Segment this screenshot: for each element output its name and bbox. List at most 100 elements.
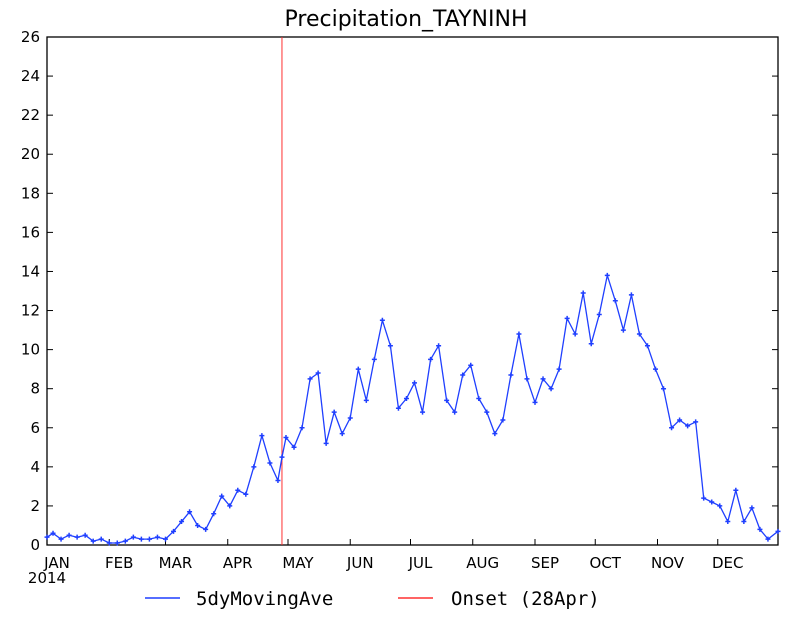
data-point-marker [596,311,602,317]
data-point-marker [347,415,353,421]
data-point-marker [58,536,64,542]
data-point-marker [171,528,177,534]
data-point-marker [701,495,707,501]
data-point-marker [556,366,562,372]
series-5dymovingave [44,272,781,546]
data-point-marker [331,409,337,415]
data-point-marker [636,331,642,337]
data-point-marker [612,298,618,304]
data-point-marker [460,372,466,378]
data-point-marker [227,503,233,509]
x-tick-label: NOV [651,554,685,572]
data-point-marker [291,444,297,450]
data-point-marker [154,534,160,540]
data-point-marker [644,343,650,349]
data-point-marker [733,487,739,493]
y-tick-label: 0 [30,536,40,554]
data-point-marker [403,395,409,401]
data-point-marker [580,290,586,296]
y-tick-label: 4 [30,458,40,476]
data-point-marker [283,435,289,441]
data-point-marker [203,526,209,532]
data-point-marker [363,397,369,403]
x-tick-label: AUG [466,554,499,572]
data-point-marker [315,370,321,376]
y-tick-label: 20 [21,145,40,163]
data-point-marker [540,376,546,382]
data-point-marker [661,386,667,392]
data-point-marker [82,532,88,538]
data-point-marker [652,366,658,372]
y-tick-label: 12 [21,302,40,320]
data-point-marker [604,272,610,278]
data-point-marker [387,343,393,349]
data-point-marker [98,536,104,542]
data-point-marker [323,440,329,446]
y-tick-label: 14 [21,262,40,280]
data-point-marker [279,454,285,460]
data-point-marker [243,491,249,497]
data-point-marker [709,499,715,505]
data-point-marker [179,519,185,525]
data-point-marker [307,376,313,382]
data-point-marker [195,522,201,528]
x-tick-label: FEB [105,554,133,572]
data-point-marker [74,534,80,540]
x-tick-label: JUL [408,554,433,572]
data-point-marker [66,532,72,538]
y-tick-label: 26 [21,28,40,46]
data-point-marker [717,503,723,509]
x-tick-label: MAY [282,554,314,572]
plot-frame [46,36,779,546]
data-point-marker [741,519,747,525]
data-point-marker [476,395,482,401]
y-tick-label: 18 [21,184,40,202]
data-point-marker [219,493,225,499]
data-point-marker [492,431,498,437]
data-point-marker [468,362,474,368]
x-tick-label: JAN [43,554,70,572]
data-point-marker [669,425,675,431]
data-point-marker [452,409,458,415]
data-point-marker [371,356,377,362]
data-point-marker [524,376,530,382]
data-point-marker [685,423,691,429]
y-tick-label: 6 [30,419,40,437]
legend-label-onset: Onset (28Apr) [451,588,600,610]
data-point-marker [693,419,699,425]
x-tick-label: MAR [159,554,193,572]
y-tick-label: 2 [30,497,40,515]
data-point-marker [299,425,305,431]
data-point-marker [532,399,538,405]
data-point-marker [572,331,578,337]
data-point-marker [516,331,522,337]
x-tick-label: JUN [346,554,374,572]
data-point-marker [211,511,217,517]
data-point-marker [677,417,683,423]
data-point-marker [757,526,763,532]
x-axis: JAN FEB MAR APR MAY JUN JUL AUG SEP OCT NOV DEC [43,539,744,572]
data-point-marker [412,380,418,386]
data-point-marker [267,460,273,466]
data-point-marker [122,538,128,544]
data-point-marker [500,417,506,423]
data-point-marker [588,341,594,347]
data-point-marker [725,519,731,525]
year-label: 2014 [28,569,66,587]
data-point-marker [251,464,257,470]
data-point-marker [395,405,401,411]
data-point-marker [339,431,345,437]
data-point-marker [50,530,56,536]
data-point-marker [146,536,152,542]
data-point-marker [564,315,570,321]
x-tick-label: DEC [712,554,744,572]
x-tick-label: APR [223,554,253,572]
data-point-marker [90,538,96,544]
data-point-marker [444,397,450,403]
data-point-marker [765,536,771,542]
data-point-marker [436,343,442,349]
data-point-marker [259,433,265,439]
y-tick-label: 8 [30,380,40,398]
